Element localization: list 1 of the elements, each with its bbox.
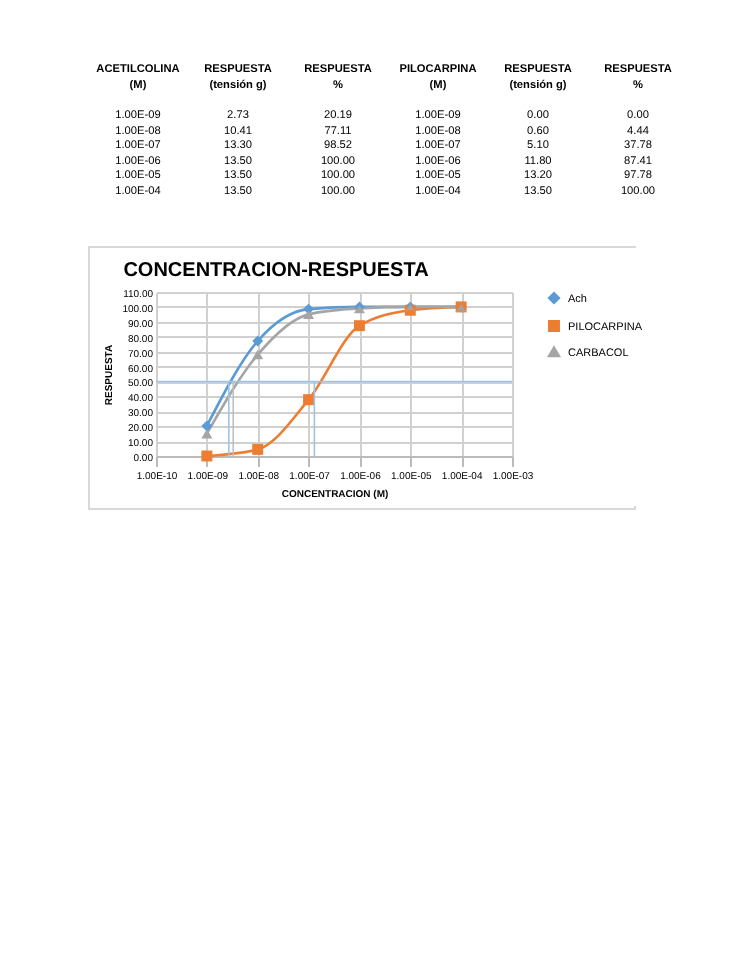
chart-title: CONCENTRACION-RESPUESTA (123, 260, 429, 282)
